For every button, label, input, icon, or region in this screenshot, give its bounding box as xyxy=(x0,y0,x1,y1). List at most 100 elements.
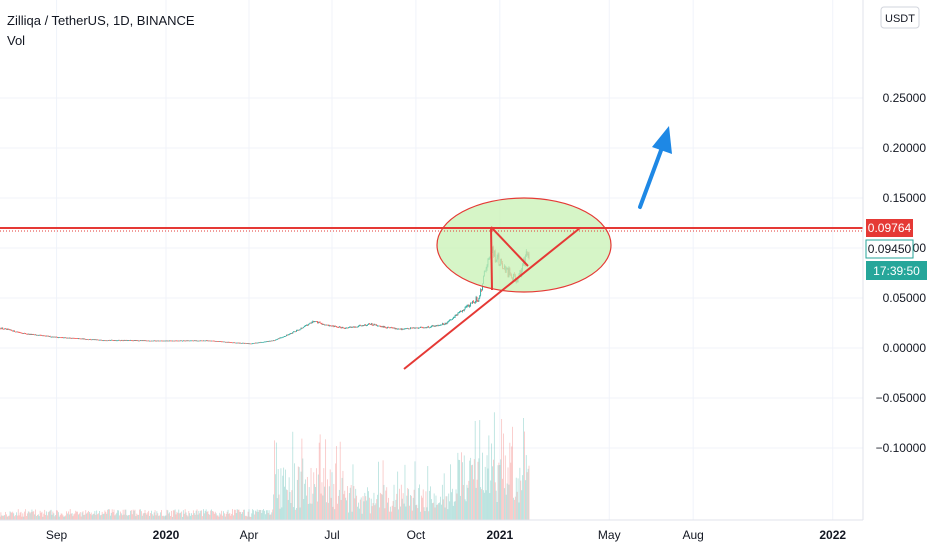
volume-bar xyxy=(166,515,167,520)
volume-bar xyxy=(216,513,217,520)
volume-label: Vol xyxy=(7,33,25,48)
volume-bar xyxy=(247,516,248,520)
volume-bar xyxy=(251,513,252,520)
volume-bar xyxy=(162,516,163,520)
candle-body xyxy=(142,340,143,341)
volume-bar xyxy=(302,459,303,520)
volume-bar xyxy=(217,515,218,520)
candle-body xyxy=(159,341,160,342)
volume-bar xyxy=(59,517,60,520)
candle-body xyxy=(297,330,298,331)
volume-bar xyxy=(304,484,305,520)
candle-body xyxy=(423,327,424,328)
candle-body xyxy=(107,340,108,341)
time-tick-label: Sep xyxy=(46,528,68,542)
candle-body xyxy=(355,327,356,328)
volume-bar xyxy=(477,480,478,520)
highlight-ellipse[interactable] xyxy=(437,198,611,292)
candle-body xyxy=(93,339,94,340)
volume-bar xyxy=(97,514,98,520)
up-arrow[interactable] xyxy=(640,126,672,207)
volume-bar xyxy=(318,475,319,520)
candle-body xyxy=(479,295,480,298)
volume-bar xyxy=(276,443,277,520)
volume-bar xyxy=(333,507,334,520)
candle-body xyxy=(171,341,172,342)
volume-bar xyxy=(36,516,37,520)
candle-body xyxy=(269,341,270,342)
candle-body xyxy=(97,340,98,341)
volume-bar xyxy=(196,511,197,520)
volume-bar xyxy=(29,512,30,520)
candle-body xyxy=(268,341,269,342)
volume-bar xyxy=(60,515,61,520)
candle-body xyxy=(135,340,136,341)
volume-bar xyxy=(529,466,530,520)
volume-bar xyxy=(382,495,383,520)
candle-body xyxy=(272,340,273,341)
volume-bar xyxy=(146,513,147,520)
volume-bar xyxy=(509,443,510,520)
volume-bar xyxy=(250,517,251,520)
candle-body xyxy=(306,325,307,326)
volume-bar xyxy=(27,513,28,520)
volume-bar xyxy=(73,516,74,520)
volume-bar xyxy=(290,492,291,520)
candle-body xyxy=(65,337,66,338)
volume-bar xyxy=(227,512,228,520)
volume-bar xyxy=(49,511,50,520)
price-axis[interactable]: 0.250000.200000.150000.100000.050000.000… xyxy=(863,0,926,520)
volume-bar xyxy=(476,488,477,520)
volume-bar xyxy=(426,507,427,520)
volume-bar xyxy=(75,511,76,520)
candle-body xyxy=(447,323,448,324)
volume-bar xyxy=(174,510,175,520)
candle-body xyxy=(301,328,302,329)
volume-bar xyxy=(11,513,12,520)
candle-body xyxy=(245,343,246,344)
price-tick-label: 0.15000 xyxy=(883,191,927,205)
volume-bar xyxy=(96,511,97,520)
volume-bar xyxy=(431,499,432,520)
candle-body xyxy=(254,343,255,344)
volume-bar xyxy=(73,514,74,520)
volume-bar xyxy=(146,515,147,520)
candle-body xyxy=(448,321,449,322)
volume-bar xyxy=(231,514,232,520)
volume-bar xyxy=(16,512,17,520)
volume-bar xyxy=(187,516,188,520)
candle-body xyxy=(32,334,33,335)
volume-bar xyxy=(353,486,354,520)
currency-button[interactable]: USDT xyxy=(881,7,919,28)
volume-bar xyxy=(520,481,521,520)
volume-bar xyxy=(92,515,93,520)
volume-bar xyxy=(131,510,132,520)
candle-body xyxy=(29,334,30,335)
candle-body xyxy=(239,343,240,344)
candle-body xyxy=(53,337,54,338)
candle-body xyxy=(14,330,15,331)
volume-bar xyxy=(248,512,249,520)
candle-body xyxy=(174,341,175,342)
candle-body xyxy=(478,301,479,302)
volume-bar xyxy=(401,485,402,520)
candle-body xyxy=(166,341,167,342)
volume-bar xyxy=(326,502,327,520)
volume-bar xyxy=(108,509,109,520)
volume-bar xyxy=(518,478,519,520)
volume-bar xyxy=(445,507,446,520)
candle-body xyxy=(316,321,317,322)
triangle-edge-2[interactable] xyxy=(491,227,492,290)
volume-bar xyxy=(458,460,459,520)
volume-bar xyxy=(12,512,13,520)
volume-bar xyxy=(405,506,406,520)
volume-bar xyxy=(328,503,329,520)
volume-bar xyxy=(406,496,407,520)
volume-bar xyxy=(39,516,40,520)
countdown-text: 17:39:50 xyxy=(873,264,920,278)
candle-body xyxy=(376,325,377,326)
candle-body xyxy=(146,340,147,341)
